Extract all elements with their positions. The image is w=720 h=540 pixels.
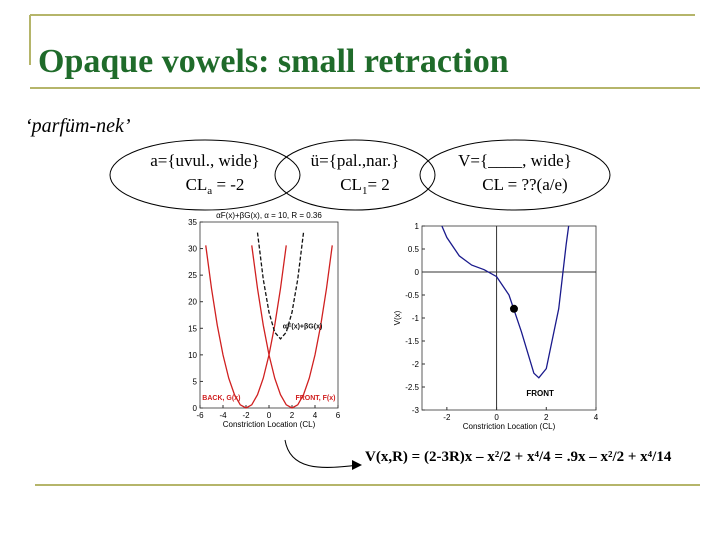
x-tick-label: 0 [267,411,272,420]
point [509,304,518,313]
arrow-head [352,460,362,470]
ellipse-cl: CL1= 2 [340,175,390,197]
y-tick-label: 0 [415,268,420,277]
series-line [441,225,570,379]
x-tick-label: 2 [290,411,295,420]
ellipse-line: ü={pal.,nar.} [311,151,400,170]
series-label: αF(x)+βG(x) [283,323,323,330]
x-tick-label: 0 [494,413,499,422]
x-tick-label: -2 [443,413,451,422]
y-tick-label: 15 [188,324,197,333]
cl-sub: a [207,185,212,197]
y-tick-label: -0.5 [405,291,419,300]
cl: CL [340,175,362,194]
cl-rest: = -2 [212,175,244,194]
x-tick-label: 2 [544,413,549,422]
x-tick-label: -4 [219,411,227,420]
formula: V(x,R) = (2-3R)x – x²/2 + x⁴/4 = .9x – x… [365,449,672,465]
y-label: V(x) [393,310,402,325]
series-line [251,245,333,409]
x-tick-label: 4 [313,411,318,420]
ellipse-line: a={uvul., wide} [150,151,259,170]
y-tick-label: 30 [188,245,197,254]
y-tick-label: -1 [412,314,420,323]
y-tick-label: 0.5 [408,245,420,254]
x-tick-label: -6 [196,411,204,420]
arrow [284,439,359,468]
ellipse-cl: CLa = -2 [186,175,245,197]
x-tick-label: 4 [594,413,599,422]
x-label: Constriction Location (CL) [223,420,316,429]
plot-area [199,221,339,409]
chart: -6 -4 -2 0 2 4 6 0 5 10 15 20 25 30 35 αF(x)+βG(x), α =… [188,211,341,429]
cl: CL [186,175,208,194]
x-label: Constriction Location (CL) [463,422,556,431]
series-line [205,245,287,409]
ellipse-line: V={____, wide} [458,151,572,170]
x-tick-label: 6 [336,411,341,420]
ellipse [109,139,301,211]
cl-rest: = 2 [367,175,389,194]
ellipse [419,139,611,211]
cl-sub: 1 [362,185,368,197]
chart: -2 0 2 4 1 0.5 0 -0.5 -1 -1.5 -2 -2.5 -3 Constriction… [393,222,599,431]
word: ‘parfüm-nek’ [25,115,131,137]
y-tick-label: 0 [193,404,198,413]
y-tick-label: 20 [188,298,197,307]
series-line [256,232,305,340]
y-tick-label: -1.5 [405,337,419,346]
y-tick-label: -2.5 [405,383,419,392]
annotation: FRONT [526,389,554,398]
y-tick-label: -3 [412,406,420,415]
y-tick-label: 35 [188,218,197,227]
series-label: BACK, G(x) [202,395,240,402]
cl: CL = ??(a/e) [482,175,567,194]
y-tick-label: 10 [188,351,197,360]
x-tick-label: -2 [242,411,250,420]
title: Opaque vowels: small retraction [38,43,509,80]
ellipse-cl: CL = ??(a/e) [482,175,567,194]
series-label: FRONT, F(x) [295,395,335,402]
y-tick-label: 25 [188,271,197,280]
y-tick-label: 1 [415,222,420,231]
y-tick-label: -2 [412,360,420,369]
chart-title: αF(x)+βG(x), α = 10, R = 0.36 [216,211,322,220]
ellipse [274,139,436,211]
y-tick-label: 5 [193,377,198,386]
plot-area [421,225,597,411]
